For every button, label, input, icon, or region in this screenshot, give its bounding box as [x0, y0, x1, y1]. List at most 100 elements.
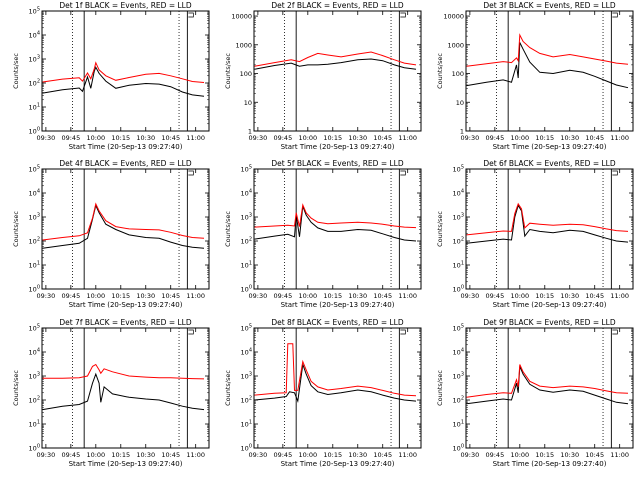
y-tick-label: 1 — [460, 128, 464, 136]
y-axis-label: Counts/sec — [436, 370, 444, 406]
series-lld-line — [254, 203, 417, 229]
chart-panel-5: Det 5f BLACK = Events, RED = LLD 09:30 09:… — [224, 159, 422, 309]
x-axis-label: Start Time (20-Sep-13 09:27:40) — [493, 301, 607, 309]
chart-title: Det 5f BLACK = Events, RED = LLD — [271, 159, 404, 168]
y-tick-label: 104 — [241, 348, 252, 357]
plot-frame — [41, 10, 210, 132]
chart-panel-6: Det 6f BLACK = Events, RED = LLD 09:30 09:… — [436, 159, 634, 309]
series-lld-line — [466, 33, 629, 67]
y-tick-label: 1 — [248, 128, 252, 136]
x-tick-label: 09:30 — [249, 292, 268, 300]
plot-frame — [253, 10, 422, 132]
y-axis-label: Counts/sec — [224, 211, 232, 247]
x-tick-label: 10:15 — [323, 451, 342, 459]
x-tick-label: 10:00 — [298, 292, 317, 300]
x-tick-label: 11:00 — [186, 451, 205, 459]
plot-frame — [253, 168, 422, 290]
x-tick-label: 10:30 — [136, 292, 155, 300]
y-tick-label: 102 — [29, 79, 40, 88]
x-axis-label: Start Time (20-Sep-13 09:27:40) — [69, 143, 183, 151]
end-marker-icon — [612, 12, 618, 18]
y-tick-label: 104 — [29, 31, 40, 40]
y-tick-label: 103 — [241, 213, 252, 222]
x-tick-label: 10:45 — [161, 134, 180, 142]
chart-panel-2: Det 2f BLACK = Events, RED = LLD 09:30 09:… — [224, 1, 422, 151]
x-tick-label: 11:00 — [186, 292, 205, 300]
chart-title: Det 6f BLACK = Events, RED = LLD — [483, 159, 616, 168]
y-tick-label: 100 — [241, 444, 252, 453]
x-tick-label: 09:45 — [485, 292, 504, 300]
x-tick-label: 10:00 — [298, 134, 317, 142]
y-tick-label: 100 — [29, 285, 40, 294]
y-tick-label: 101 — [453, 261, 464, 270]
series-events-line — [254, 364, 417, 404]
y-tick-label: 103 — [453, 372, 464, 381]
y-tick-label: 105 — [241, 165, 252, 174]
y-axis-label: Counts/sec — [436, 53, 444, 89]
y-tick-label: 100 — [241, 285, 252, 294]
x-tick-label: 09:45 — [273, 451, 292, 459]
x-tick-label: 10:30 — [560, 134, 579, 142]
y-tick-label: 1000 — [447, 41, 464, 49]
x-tick-label: 09:30 — [249, 451, 268, 459]
x-tick-label: 10:15 — [323, 292, 342, 300]
plot-frame — [41, 327, 210, 449]
x-tick-label: 09:45 — [273, 134, 292, 142]
x-tick-label: 10:15 — [535, 451, 554, 459]
x-axis-label: Start Time (20-Sep-13 09:27:40) — [281, 143, 395, 151]
x-tick-label: 11:00 — [610, 292, 629, 300]
y-tick-label: 100 — [452, 70, 464, 78]
x-tick-label: 09:30 — [37, 292, 56, 300]
y-tick-label: 100 — [453, 285, 464, 294]
x-tick-label: 10:00 — [298, 451, 317, 459]
y-tick-label: 104 — [29, 189, 40, 198]
chart-title: Det 9f BLACK = Events, RED = LLD — [483, 318, 616, 327]
series-lld-line — [42, 202, 205, 241]
x-tick-label: 10:30 — [560, 451, 579, 459]
series-lld-line — [254, 51, 417, 67]
x-tick-label: 10:30 — [348, 134, 367, 142]
series-lld-line — [42, 61, 205, 83]
y-tick-label: 100 — [29, 444, 40, 453]
chart-panel-9: Det 9f BLACK = Events, RED = LLD 09:30 09:… — [436, 318, 634, 468]
y-axis-label: Counts/sec — [224, 370, 232, 406]
series-lld-line — [254, 343, 417, 397]
x-tick-label: 10:00 — [510, 134, 529, 142]
y-tick-label: 10000 — [231, 13, 252, 21]
y-axis-label: Counts/sec — [436, 211, 444, 247]
y-tick-label: 105 — [29, 165, 40, 174]
x-tick-label: 11:00 — [610, 451, 629, 459]
y-tick-label: 100 — [453, 444, 464, 453]
y-tick-label: 103 — [29, 372, 40, 381]
end-marker-icon — [400, 12, 406, 18]
y-tick-label: 103 — [29, 55, 40, 64]
series-events-line — [466, 366, 629, 405]
x-tick-label: 09:30 — [461, 134, 480, 142]
series-events-line — [42, 372, 205, 411]
x-tick-label: 10:45 — [585, 451, 604, 459]
y-tick-label: 103 — [29, 213, 40, 222]
y-tick-label: 104 — [453, 348, 464, 357]
end-marker-icon — [400, 329, 406, 335]
x-axis-label: Start Time (20-Sep-13 09:27:40) — [493, 460, 607, 468]
y-tick-label: 104 — [29, 348, 40, 357]
x-tick-label: 11:00 — [398, 134, 417, 142]
series-lld-line — [42, 363, 205, 380]
x-axis-label: Start Time (20-Sep-13 09:27:40) — [69, 460, 183, 468]
series-events-line — [254, 206, 417, 242]
y-axis-label: Counts/sec — [224, 53, 232, 89]
x-tick-label: 10:30 — [348, 292, 367, 300]
x-tick-label: 09:45 — [61, 451, 80, 459]
x-tick-label: 09:45 — [485, 134, 504, 142]
end-marker-icon — [612, 329, 618, 335]
x-tick-label: 10:00 — [510, 292, 529, 300]
x-tick-label: 10:15 — [111, 134, 130, 142]
x-tick-label: 10:45 — [373, 451, 392, 459]
x-tick-label: 10:15 — [535, 134, 554, 142]
y-tick-label: 104 — [241, 189, 252, 198]
x-tick-label: 09:45 — [61, 134, 80, 142]
y-tick-label: 101 — [29, 420, 40, 429]
series-events-line — [466, 42, 629, 89]
plot-frame — [465, 168, 634, 290]
